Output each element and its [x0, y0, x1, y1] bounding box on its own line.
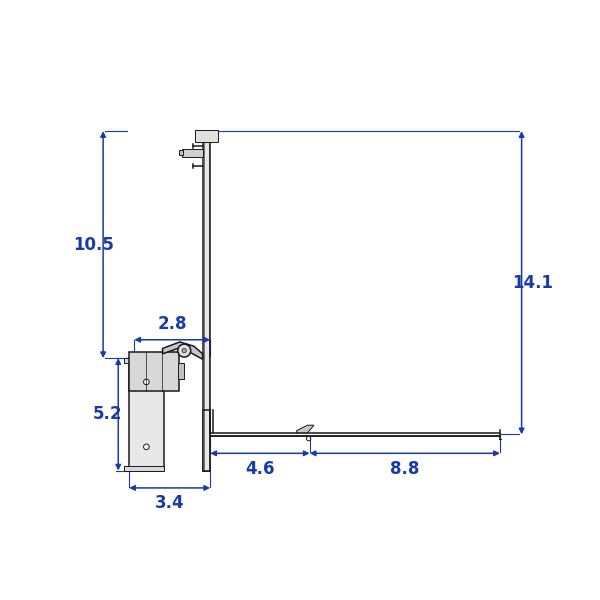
Bar — [124, 358, 164, 363]
Bar — [203, 131, 210, 470]
Bar — [182, 149, 203, 157]
Text: 8.8: 8.8 — [390, 460, 419, 478]
Circle shape — [307, 436, 311, 441]
Bar — [178, 364, 184, 379]
Circle shape — [178, 344, 191, 357]
Polygon shape — [163, 342, 203, 359]
Circle shape — [143, 444, 149, 449]
Text: 3.4: 3.4 — [155, 494, 184, 512]
Bar — [195, 130, 218, 142]
Bar — [203, 410, 210, 470]
Text: 5.2: 5.2 — [92, 406, 122, 424]
Text: 4.6: 4.6 — [245, 460, 275, 478]
Text: 10.5: 10.5 — [73, 236, 114, 254]
Bar — [129, 358, 164, 470]
Circle shape — [143, 379, 149, 385]
Bar — [179, 151, 183, 155]
Text: 2.8: 2.8 — [157, 315, 187, 333]
Bar — [129, 352, 179, 391]
Circle shape — [182, 349, 187, 353]
Polygon shape — [296, 425, 314, 433]
Text: 14.1: 14.1 — [512, 274, 553, 292]
Bar — [124, 466, 164, 470]
